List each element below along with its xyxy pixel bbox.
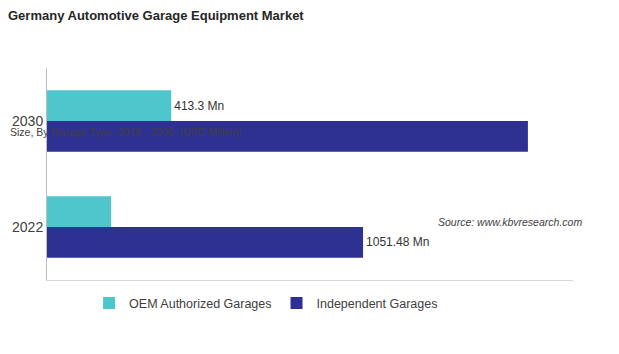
svg-text:413.3 Mn: 413.3 Mn bbox=[174, 99, 224, 113]
svg-text:OEM Authorized Garages: OEM Authorized Garages bbox=[129, 297, 271, 311]
svg-text:Source: www.kbvresearch.com: Source: www.kbvresearch.com bbox=[438, 216, 582, 228]
svg-text:Germany Automotive Garage Equi: Germany Automotive Garage Equipment Mark… bbox=[8, 8, 304, 23]
svg-text:Independent Garages: Independent Garages bbox=[317, 297, 438, 311]
svg-text:2022: 2022 bbox=[12, 219, 43, 235]
svg-text:Size, By Garage Type, 2019 - 2: Size, By Garage Type, 2019 - 2030, (USD … bbox=[10, 126, 242, 138]
svg-text:1051.48 Mn: 1051.48 Mn bbox=[366, 235, 429, 249]
svg-text:2030: 2030 bbox=[12, 113, 43, 129]
